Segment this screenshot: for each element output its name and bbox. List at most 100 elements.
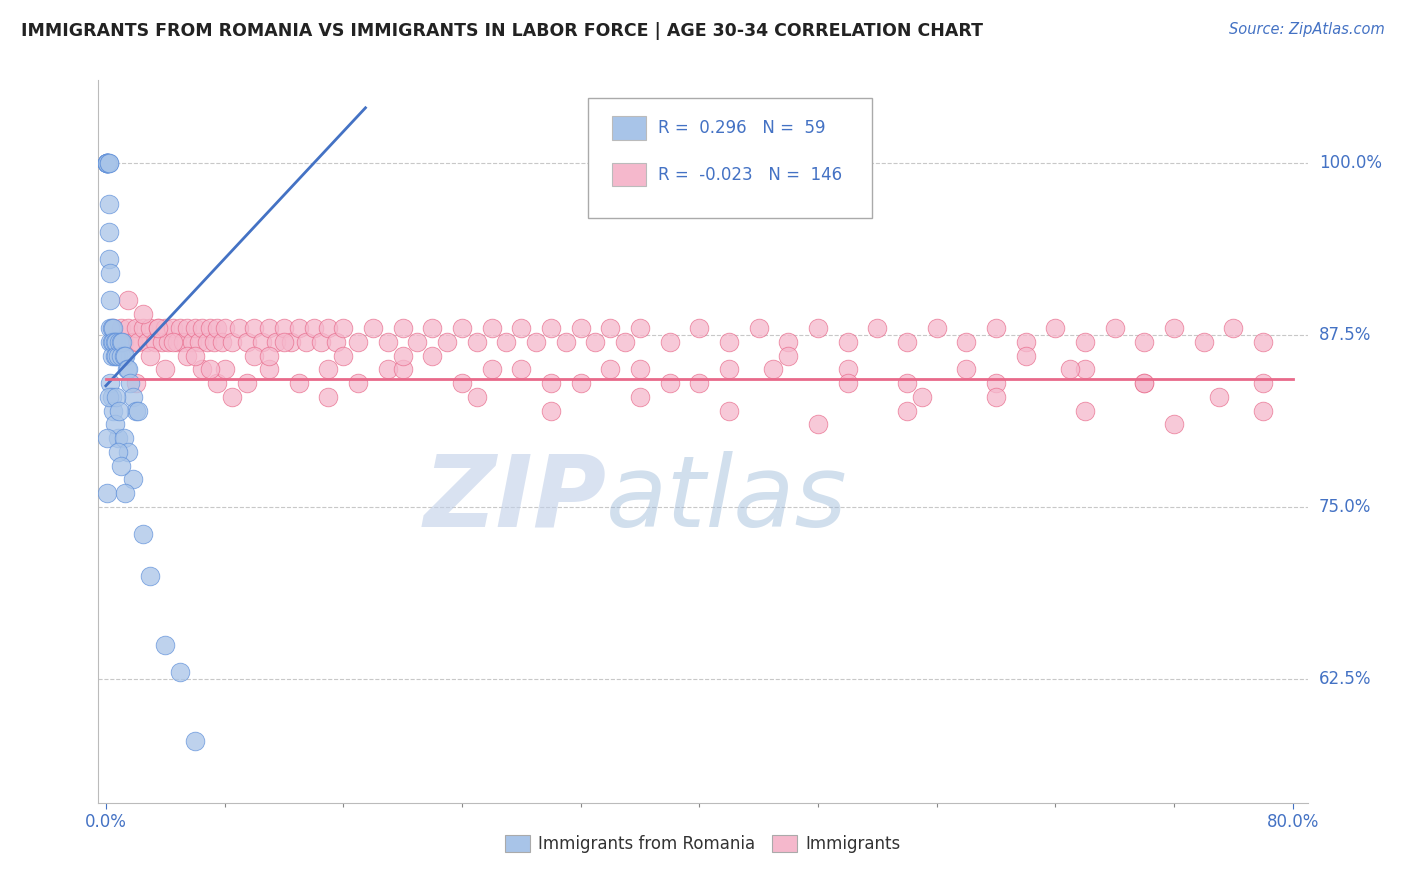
Point <box>318 390 340 404</box>
Point <box>347 334 370 349</box>
Point <box>984 376 1007 390</box>
Text: 100.0%: 100.0% <box>1319 153 1382 172</box>
Point <box>124 403 146 417</box>
Point <box>1208 390 1230 404</box>
Point <box>157 334 180 349</box>
Point <box>925 321 948 335</box>
Point <box>96 431 118 445</box>
Point <box>688 376 710 390</box>
Point <box>162 321 184 335</box>
Point <box>658 376 681 390</box>
Point <box>599 362 621 376</box>
Point <box>280 334 302 349</box>
Point <box>377 334 399 349</box>
Point <box>188 334 211 349</box>
Point <box>540 403 562 417</box>
Point <box>105 334 128 349</box>
Point <box>465 334 488 349</box>
Point <box>866 321 889 335</box>
Point <box>524 334 547 349</box>
Point <box>176 349 198 363</box>
Point <box>628 321 651 335</box>
Point <box>1133 376 1156 390</box>
Point <box>146 321 169 335</box>
Point <box>117 445 139 459</box>
Point <box>257 349 280 363</box>
Point <box>911 390 934 404</box>
Point <box>451 376 474 390</box>
Point <box>778 334 800 349</box>
Point <box>105 349 128 363</box>
Point <box>191 321 214 335</box>
Point <box>228 321 250 335</box>
Point <box>614 334 637 349</box>
Point <box>198 321 221 335</box>
Point <box>115 362 138 376</box>
Point <box>1251 403 1274 417</box>
Point <box>955 362 977 376</box>
Point <box>100 390 122 404</box>
Point <box>377 362 399 376</box>
Point <box>166 334 188 349</box>
Point <box>100 334 122 349</box>
Point <box>221 334 243 349</box>
Point <box>104 417 127 432</box>
Point <box>236 334 259 349</box>
Point <box>420 321 443 335</box>
Point <box>221 390 243 404</box>
Text: 62.5%: 62.5% <box>1319 670 1371 688</box>
Point <box>896 376 918 390</box>
Point <box>1163 417 1185 432</box>
Point <box>837 362 859 376</box>
Point <box>257 362 280 376</box>
Point <box>96 156 118 170</box>
Point <box>105 390 128 404</box>
Point <box>295 334 318 349</box>
Point <box>540 376 562 390</box>
Point <box>391 362 413 376</box>
Text: 75.0%: 75.0% <box>1319 498 1371 516</box>
Text: 87.5%: 87.5% <box>1319 326 1371 344</box>
Point <box>110 334 132 349</box>
Point <box>717 334 740 349</box>
Point <box>1015 349 1038 363</box>
Point <box>110 349 132 363</box>
Point <box>121 390 143 404</box>
Point <box>748 321 770 335</box>
Point <box>1133 376 1156 390</box>
Point <box>1133 334 1156 349</box>
Point <box>96 156 118 170</box>
Point <box>117 321 139 335</box>
Point <box>169 321 191 335</box>
Point <box>112 431 135 445</box>
Point <box>807 321 830 335</box>
Point <box>97 156 120 170</box>
Point <box>287 321 309 335</box>
Point <box>1222 321 1244 335</box>
Point <box>195 334 218 349</box>
Point <box>807 417 830 432</box>
Text: R =  -0.023   N =  146: R = -0.023 N = 146 <box>658 166 842 184</box>
FancyBboxPatch shape <box>613 163 647 186</box>
Point <box>124 376 146 390</box>
Point <box>628 362 651 376</box>
Point <box>198 362 221 376</box>
Point <box>540 321 562 335</box>
Point <box>184 349 207 363</box>
Point <box>132 527 155 541</box>
Point <box>717 362 740 376</box>
Point <box>103 321 125 335</box>
Point <box>100 321 122 335</box>
Point <box>325 334 347 349</box>
Point <box>599 321 621 335</box>
Point <box>1015 334 1038 349</box>
Point <box>96 156 118 170</box>
Point <box>332 321 354 335</box>
Point <box>1045 321 1067 335</box>
Point <box>104 349 127 363</box>
Point <box>107 334 129 349</box>
Point <box>273 321 295 335</box>
Point <box>162 334 184 349</box>
Point <box>100 349 122 363</box>
Point <box>361 321 384 335</box>
